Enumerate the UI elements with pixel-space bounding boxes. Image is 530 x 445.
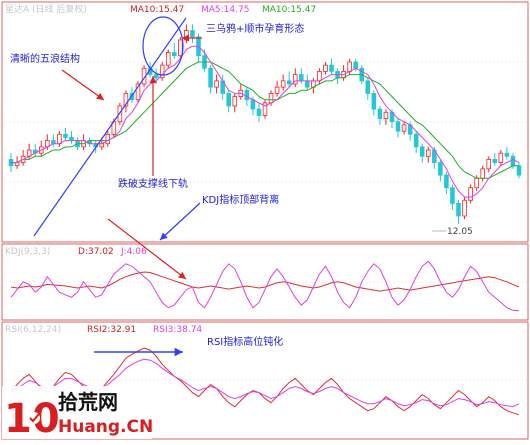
kdj-j-line bbox=[10, 260, 520, 312]
candle-body bbox=[444, 174, 449, 189]
candle-body bbox=[172, 52, 177, 57]
annotation-five-wave: 清晰的五浪结构 bbox=[10, 52, 80, 65]
low-price-label: 12.05 bbox=[447, 227, 473, 237]
candle-body bbox=[486, 159, 492, 170]
candle-body bbox=[462, 199, 467, 217]
candle-body bbox=[383, 111, 389, 119]
kdj-d-label: D:37.02 bbox=[78, 247, 114, 257]
ma10-line bbox=[11, 61, 519, 179]
kdj-j-label: J:4.06 bbox=[120, 247, 147, 257]
logo-cn: 拾荒网 bbox=[58, 390, 118, 414]
moving-average-lines bbox=[11, 45, 520, 198]
arrow-kdj-divergence-red bbox=[107, 218, 187, 280]
candle-body bbox=[123, 93, 129, 107]
candle-body bbox=[468, 187, 473, 201]
candle-body bbox=[480, 168, 485, 179]
candle-body bbox=[165, 52, 171, 66]
rsi3-label: RSI3:38.74 bbox=[153, 325, 202, 335]
candle-body bbox=[438, 162, 443, 176]
candle-body bbox=[262, 102, 268, 116]
candle-body bbox=[329, 64, 334, 72]
candle-body bbox=[377, 108, 383, 119]
ma10-label: MA10:15.47 bbox=[130, 5, 184, 15]
arrow-five-wave bbox=[61, 69, 105, 101]
site-logo: 10 拾荒网 Huang.CN bbox=[2, 386, 153, 442]
kdj-d-line bbox=[10, 271, 520, 292]
candle-body bbox=[178, 39, 183, 57]
candle-body bbox=[286, 80, 292, 85]
rsi-title: RSI(6,12,24) bbox=[5, 325, 61, 335]
top-pattern-ellipse bbox=[142, 16, 184, 76]
candle-body bbox=[516, 165, 522, 176]
candle-body bbox=[317, 71, 322, 82]
ma5-line bbox=[11, 45, 520, 198]
candle-body bbox=[323, 64, 328, 72]
rsi2-label: RSI2:32.91 bbox=[87, 325, 136, 335]
candle-body bbox=[425, 149, 431, 157]
candle-body bbox=[214, 80, 219, 88]
annotation-support-break: 跌破支撑线下轨 bbox=[118, 177, 188, 190]
candle-body bbox=[353, 61, 358, 69]
candle-body bbox=[135, 83, 141, 101]
candle-body bbox=[153, 74, 159, 79]
annotation-kdj-divergence: KDJ指标顶部背离 bbox=[202, 193, 279, 206]
ma10b-label: MA10:15.47 bbox=[262, 5, 316, 15]
ma5-label: MA5:14.75 bbox=[201, 5, 249, 15]
candle-body bbox=[268, 93, 274, 104]
candle-body bbox=[63, 133, 68, 138]
main-title: 星达A (日线 后复权) bbox=[5, 3, 87, 15]
candlestick-series bbox=[8, 24, 522, 224]
candle-body bbox=[450, 187, 455, 204]
candle-body bbox=[274, 86, 280, 94]
candle-body bbox=[347, 61, 352, 72]
candle-body bbox=[232, 96, 238, 107]
candle-body bbox=[244, 89, 250, 101]
kdj-title: KDJ(9,3,3) bbox=[5, 247, 50, 257]
annotation-rsi-passivation: RSI指标高位钝化 bbox=[207, 335, 283, 348]
annotation-three-crows: 三乌鸦+顺市孕育形态 bbox=[206, 22, 304, 35]
rsi-panel-frame bbox=[1, 321, 529, 440]
candle-body bbox=[159, 64, 165, 79]
candle-body bbox=[395, 121, 401, 132]
candle-body bbox=[401, 124, 407, 132]
candle-body bbox=[498, 152, 504, 163]
kdj-lines bbox=[10, 260, 520, 312]
candle-body bbox=[250, 99, 256, 110]
candle-body bbox=[305, 80, 310, 88]
candle-body bbox=[456, 203, 461, 217]
candle-body bbox=[226, 93, 231, 107]
candle-body bbox=[105, 133, 111, 145]
candle-body bbox=[365, 80, 371, 94]
main-panel-frame bbox=[1, 1, 529, 243]
candle-body bbox=[256, 108, 262, 116]
candle-body bbox=[419, 146, 425, 157]
candle-body bbox=[371, 93, 377, 110]
candle-body bbox=[510, 155, 516, 167]
logo-url: Huang.CN bbox=[58, 417, 153, 437]
candle-body bbox=[208, 67, 213, 88]
candle-body bbox=[474, 177, 479, 189]
candle-body bbox=[299, 74, 304, 82]
arrow-kdj-divergence-blue bbox=[159, 202, 201, 241]
candle-body bbox=[129, 93, 135, 101]
candle-body bbox=[413, 133, 419, 148]
candle-body bbox=[280, 80, 286, 88]
candle-body bbox=[504, 152, 510, 157]
candle-body bbox=[190, 30, 195, 38]
support-trendline bbox=[33, 17, 187, 237]
candle-body bbox=[492, 159, 498, 163]
candle-body bbox=[57, 133, 62, 145]
candle-body bbox=[292, 74, 298, 85]
